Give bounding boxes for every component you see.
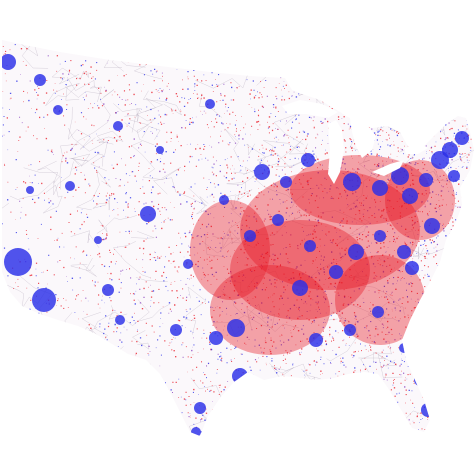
- city-cluster: [53, 105, 63, 115]
- red-density-band: [230, 220, 370, 320]
- city-cluster: [280, 176, 292, 188]
- red-density-band: [335, 255, 425, 345]
- city-cluster: [140, 206, 156, 222]
- city-cluster: [94, 236, 102, 244]
- city-cluster: [348, 244, 364, 260]
- city-cluster: [448, 170, 460, 182]
- city-cluster: [455, 131, 469, 145]
- city-cluster: [372, 180, 388, 196]
- city-cluster: [194, 402, 206, 414]
- city-cluster: [227, 319, 245, 337]
- city-cluster: [344, 324, 356, 336]
- city-cluster: [301, 153, 315, 167]
- city-cluster: [442, 142, 458, 158]
- city-cluster: [65, 181, 75, 191]
- great-lakes: [282, 100, 428, 184]
- lake-erie: [372, 160, 404, 176]
- city-cluster: [102, 284, 114, 296]
- city-cluster: [113, 121, 123, 131]
- red-density-band: [190, 200, 270, 300]
- city-cluster: [329, 265, 343, 279]
- city-cluster: [244, 230, 256, 242]
- city-cluster: [397, 245, 411, 259]
- city-cluster: [343, 173, 361, 191]
- city-cluster: [402, 188, 418, 204]
- city-cluster: [219, 195, 229, 205]
- lake-ontario: [404, 144, 428, 154]
- city-cluster: [391, 167, 409, 185]
- red-density-band: [240, 170, 420, 290]
- city-cluster: [374, 230, 386, 242]
- city-cluster: [272, 214, 284, 226]
- city-cluster: [304, 240, 316, 252]
- city-cluster: [309, 333, 323, 347]
- city-cluster: [115, 315, 125, 325]
- lake-superior: [282, 100, 338, 118]
- city-cluster: [156, 146, 164, 154]
- city-clusters: [2, 54, 469, 436]
- lake-huron: [350, 118, 376, 158]
- city-cluster: [209, 331, 223, 345]
- city-cluster: [372, 306, 384, 318]
- city-cluster: [405, 261, 419, 275]
- city-cluster: [205, 99, 215, 109]
- city-cluster: [26, 186, 34, 194]
- city-cluster: [170, 324, 182, 336]
- city-cluster: [254, 164, 270, 180]
- city-cluster: [424, 218, 440, 234]
- city-cluster: [2, 54, 16, 70]
- city-cluster: [183, 259, 193, 269]
- city-cluster: [4, 248, 32, 276]
- city-cluster: [292, 280, 308, 296]
- city-cluster: [419, 173, 433, 187]
- city-cluster: [34, 74, 46, 86]
- city-cluster: [32, 288, 56, 312]
- lake-michigan: [328, 120, 344, 184]
